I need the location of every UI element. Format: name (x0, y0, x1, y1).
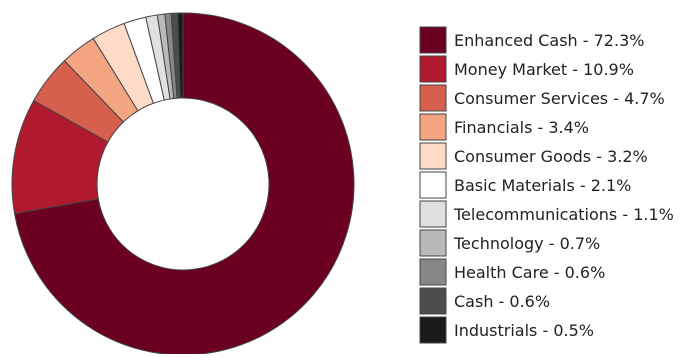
legend-swatch (419, 287, 447, 315)
legend-label: Telecommunications - 1.1% (453, 205, 674, 224)
legend-swatch (419, 55, 447, 83)
legend-swatch (419, 229, 447, 257)
legend-item-telecommunications: Telecommunications - 1.1% (419, 200, 674, 228)
legend-label: Cash - 0.6% (454, 292, 550, 311)
slice-enhanced-cash (14, 12, 355, 356)
legend-swatch (419, 26, 447, 54)
legend-item-money-market: Money Market - 10.9% (419, 55, 634, 83)
legend-label: Enhanced Cash - 72.3% (454, 31, 644, 50)
legend-label: Financials - 3.4% (454, 118, 589, 137)
legend: Enhanced Cash - 72.3% Money Market - 10.9… (419, 26, 674, 344)
legend-swatch (419, 84, 447, 112)
legend-swatch (419, 316, 447, 344)
legend-label: Industrials - 0.5% (454, 321, 594, 340)
legend-swatch (419, 113, 447, 141)
legend-item-financials: Financials - 3.4% (419, 113, 589, 141)
donut-slices (11, 12, 355, 356)
legend-swatch (419, 258, 447, 286)
legend-swatch (419, 171, 447, 199)
legend-label: Health Care - 0.6% (454, 263, 605, 282)
legend-label: Technology - 0.7% (453, 234, 600, 253)
legend-item-technology: Technology - 0.7% (419, 229, 600, 257)
legend-item-enhanced-cash: Enhanced Cash - 72.3% (419, 26, 644, 54)
legend-item-basic-materials: Basic Materials - 2.1% (419, 171, 631, 199)
legend-swatch (419, 142, 447, 170)
legend-label: Consumer Services - 4.7% (454, 89, 665, 108)
legend-item-consumer-goods: Consumer Goods - 3.2% (419, 142, 648, 170)
legend-item-cash: Cash - 0.6% (419, 287, 550, 315)
legend-label: Basic Materials - 2.1% (454, 176, 631, 195)
legend-swatch (419, 200, 447, 228)
legend-label: Consumer Goods - 3.2% (454, 147, 648, 166)
legend-item-consumer-services: Consumer Services - 4.7% (419, 84, 665, 112)
legend-item-industrials: Industrials - 0.5% (419, 316, 594, 344)
legend-item-health-care: Health Care - 0.6% (419, 258, 605, 286)
slice-industrials (177, 12, 184, 99)
legend-label: Money Market - 10.9% (454, 60, 634, 79)
